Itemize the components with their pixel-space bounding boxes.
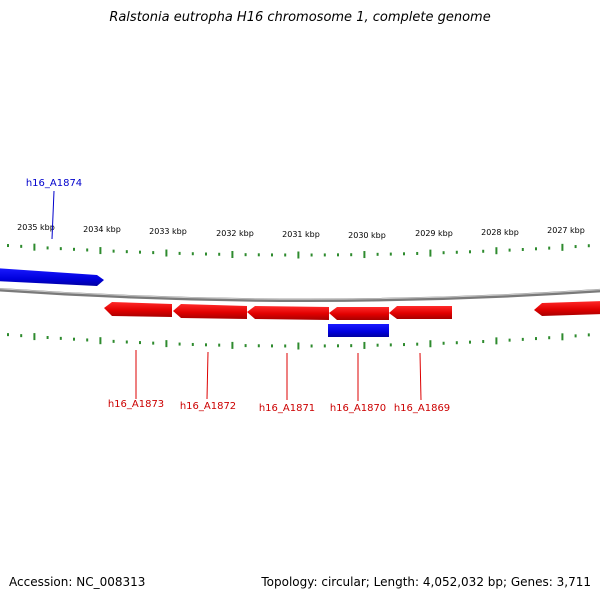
scale-label-2028: 2028 kbp (481, 228, 519, 237)
upper-tick-track (7, 243, 590, 259)
scale-label-2034: 2034 kbp (83, 225, 121, 234)
genome-backbone-highlight (0, 288, 600, 300)
gene-h16-a1869[interactable] (389, 306, 452, 319)
scale-label-group: 2035 kbp 2034 kbp 2033 kbp 2032 kbp 2031… (17, 223, 585, 240)
gene-h16-a1872[interactable] (173, 304, 247, 319)
gene-label-h16-a1869[interactable]: h16_A1869 (394, 403, 450, 414)
accession-label: Accession: NC_008313 (9, 575, 146, 589)
map-title: Ralstonia eutropha H16 chromosome 1, com… (109, 10, 491, 25)
scale-label-2030: 2030 kbp (348, 231, 386, 240)
lower-tick-track (7, 333, 590, 350)
leader-h16-a1869 (419, 352, 422, 401)
genome-backbone (0, 287, 600, 303)
genome-stats: Topology: circular; Length: 4,052,032 bp… (261, 575, 591, 589)
gene-label-h16-a1872[interactable]: h16_A1872 (180, 401, 236, 412)
scale-label-2032: 2032 kbp (216, 229, 254, 238)
scale-label-2031: 2031 kbp (282, 230, 320, 239)
gene-label-h16-a1873[interactable]: h16_A1873 (108, 399, 164, 410)
gene-partial-right[interactable] (534, 301, 600, 316)
scale-label-2027: 2027 kbp (547, 226, 585, 235)
gene-h16-a1874[interactable] (0, 268, 104, 286)
gene-forward-small[interactable] (328, 324, 389, 337)
leader-h16-a1872 (206, 351, 209, 400)
leader-h16-a1874 (51, 190, 55, 240)
gene-h16-a1870[interactable] (329, 307, 389, 320)
gene-label-h16-a1874[interactable]: h16_A1874 (26, 178, 82, 189)
label-leaders (51, 190, 422, 401)
scale-label-2033: 2033 kbp (149, 227, 187, 236)
gene-h16-a1873[interactable] (104, 302, 172, 317)
gene-h16-a1871[interactable] (247, 306, 329, 320)
scale-label-2035: 2035 kbp (17, 223, 55, 232)
gene-label-h16-a1871[interactable]: h16_A1871 (259, 403, 315, 414)
scale-label-2029: 2029 kbp (415, 229, 453, 238)
gene-label-h16-a1870[interactable]: h16_A1870 (330, 403, 386, 414)
